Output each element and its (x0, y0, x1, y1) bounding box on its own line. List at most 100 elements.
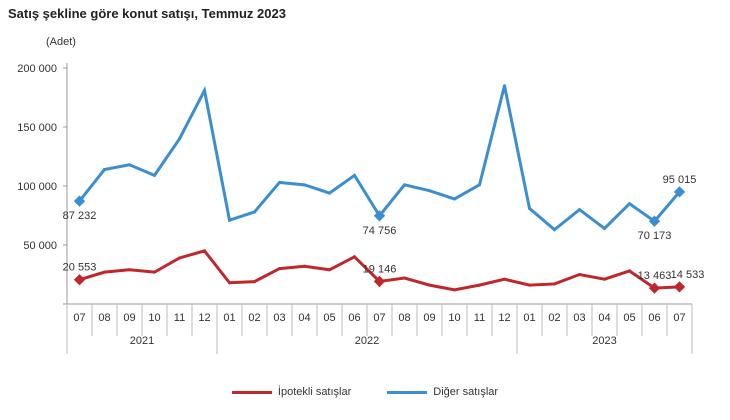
highlight-marker (648, 282, 661, 294)
data-point (628, 202, 631, 206)
data-label: 74 756 (363, 225, 397, 237)
data-point (228, 281, 231, 285)
x-tick-label: 05 (323, 312, 335, 324)
year-label: 2023 (592, 335, 616, 347)
x-tick-label: 03 (273, 312, 285, 324)
data-point (478, 283, 481, 287)
series-line-1 (78, 85, 681, 232)
x-tick-label: 08 (98, 312, 110, 324)
year-label: 2021 (130, 335, 154, 347)
data-label: 19 146 (363, 263, 397, 275)
x-tick-label: 07 (373, 312, 385, 324)
x-tick-label: 04 (298, 312, 310, 324)
data-label: 14 533 (671, 269, 705, 281)
data-point (328, 191, 331, 195)
y-tick-label: 150 000 (17, 122, 57, 134)
data-point (303, 264, 306, 268)
data-point (528, 206, 531, 210)
x-tick-label: 01 (223, 312, 235, 324)
data-point (203, 249, 206, 253)
data-point (228, 218, 231, 222)
x-tick-label: 05 (623, 312, 635, 324)
data-point (428, 189, 431, 193)
x-tick-label: 11 (474, 312, 485, 324)
data-point (153, 173, 156, 177)
x-tick-label: 12 (498, 312, 510, 324)
year-label: 2022 (355, 335, 379, 347)
data-point (503, 277, 506, 281)
legend-item-ipotekli: İpotekli satışlar (231, 386, 352, 398)
data-point (128, 163, 131, 167)
data-point (578, 273, 581, 276)
x-tick-label: 06 (648, 312, 660, 324)
highlight-marker (673, 281, 686, 293)
x-tick-label: 06 (348, 312, 360, 324)
x-tick-label: 07 (73, 312, 85, 324)
x-tick-label: 01 (523, 312, 535, 324)
data-point (453, 288, 456, 292)
data-point (628, 269, 631, 273)
highlight-marker (73, 274, 86, 286)
legend-swatch (231, 390, 272, 394)
x-tick-label: 10 (448, 312, 460, 324)
x-tick-label: 09 (423, 312, 435, 324)
highlight-marker (673, 186, 686, 198)
data-point (503, 84, 506, 88)
data-point (478, 183, 481, 187)
data-point (178, 256, 181, 260)
x-tick-label: 03 (573, 312, 585, 324)
data-point (128, 268, 131, 272)
data-point (178, 137, 181, 141)
data-point (403, 183, 406, 187)
chart-title: Satış şekline göre konut satışı, Temmuz … (8, 6, 286, 21)
data-point (253, 280, 256, 284)
x-tick-label: 04 (598, 312, 610, 324)
data-point (553, 282, 556, 286)
data-point (353, 255, 356, 259)
x-tick-label: 09 (123, 312, 135, 324)
legend-label: İpotekli satışlar (277, 386, 352, 398)
data-label: 13 463 (638, 270, 672, 282)
data-point (103, 167, 106, 171)
data-label: 70 173 (638, 230, 672, 242)
x-tick-label: 10 (148, 312, 160, 324)
data-point (603, 277, 606, 281)
legend-item-diger: Diğer satışlar (387, 386, 498, 398)
data-point (553, 228, 556, 232)
x-tick-label: 07 (673, 312, 685, 324)
data-point (453, 197, 456, 201)
data-point (278, 267, 281, 271)
legend: İpotekli satışlar Diğer satışlar (0, 386, 730, 398)
data-point (328, 268, 331, 272)
x-tick-label: 02 (548, 312, 560, 324)
data-point (203, 88, 206, 92)
data-point (278, 180, 281, 184)
data-point (578, 208, 581, 212)
data-point (103, 270, 106, 274)
x-tick-label: 08 (398, 312, 410, 324)
data-label: 87 232 (63, 210, 97, 222)
data-point (428, 283, 431, 287)
legend-swatch (387, 390, 428, 394)
data-point (603, 226, 606, 230)
highlight-marker (648, 215, 661, 227)
data-label: 20 553 (63, 262, 97, 274)
legend-label: Diğer satışlar (433, 386, 499, 398)
y-tick-label: 200 000 (17, 63, 57, 75)
data-point (303, 183, 306, 187)
y-axis-unit: (Adet) (46, 36, 76, 48)
data-point (153, 270, 156, 274)
x-tick-label: 02 (248, 312, 260, 324)
y-tick-label: 100 000 (17, 181, 57, 193)
y-tick-label: 50 000 (23, 240, 57, 252)
data-point (353, 173, 356, 177)
data-point (403, 276, 406, 280)
x-tick-label: 12 (198, 312, 210, 324)
data-point (528, 283, 531, 287)
highlight-marker (373, 210, 386, 222)
x-tick-label: 11 (174, 312, 185, 324)
highlight-marker (373, 275, 386, 288)
data-label: 95 015 (663, 174, 697, 186)
